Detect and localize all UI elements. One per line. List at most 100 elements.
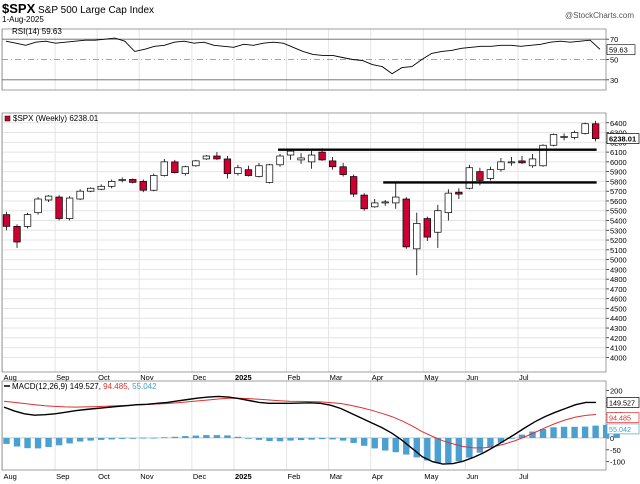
macd-histogram-bar bbox=[3, 437, 10, 444]
macd-x-label: Sep bbox=[56, 472, 69, 481]
candle-body bbox=[108, 181, 116, 187]
candle-body bbox=[465, 167, 474, 189]
price-label: $SPX (Weekly) 6238.01 bbox=[13, 114, 99, 123]
macd-label-signal: 94.485, bbox=[103, 382, 132, 391]
macd-histogram-bar bbox=[508, 437, 515, 439]
macd-histogram-bar bbox=[34, 437, 42, 449]
candle-body bbox=[286, 150, 295, 156]
macd-histogram-bar bbox=[424, 437, 431, 461]
macd-tick-label: 0 bbox=[610, 434, 614, 443]
candle-body bbox=[318, 151, 326, 161]
candle-body bbox=[591, 123, 600, 139]
price-x-label: Aug bbox=[4, 373, 17, 382]
rsi-tick-label: 30 bbox=[610, 76, 618, 85]
price-tick-label: 4900 bbox=[610, 265, 627, 274]
macd-x-label: Dec bbox=[193, 472, 207, 481]
price-x-label: Apr bbox=[372, 373, 384, 382]
candle-body bbox=[244, 169, 253, 176]
price-tick-label: 5100 bbox=[610, 246, 627, 255]
candle-body bbox=[497, 161, 505, 171]
macd-tick-label: -50 bbox=[610, 446, 621, 455]
candle-body bbox=[328, 160, 337, 168]
price-x-label: Nov bbox=[140, 373, 154, 382]
candle-body bbox=[339, 166, 347, 175]
macd-panel-bg bbox=[2, 381, 606, 470]
candle-body bbox=[160, 161, 168, 176]
macd-histogram-bar bbox=[550, 427, 557, 438]
macd-histogram-bar bbox=[171, 436, 179, 438]
price-legend-swatch bbox=[4, 115, 11, 122]
macd-histogram-bar bbox=[382, 437, 389, 451]
macd-value-tag-box bbox=[606, 397, 640, 408]
macd-histogram-bar bbox=[339, 437, 347, 441]
macd-histogram-bar bbox=[287, 437, 294, 441]
candle-body bbox=[350, 176, 358, 195]
macd-histogram-bar bbox=[360, 437, 368, 446]
candle-body bbox=[360, 194, 368, 210]
macd-histogram-bar bbox=[13, 437, 21, 447]
candle-body bbox=[255, 165, 263, 177]
price-tick-label: 6100 bbox=[610, 148, 627, 157]
candle-body bbox=[455, 191, 463, 195]
candle-body bbox=[265, 164, 274, 183]
macd-histogram-bar bbox=[497, 437, 505, 443]
price-x-label: Jul bbox=[519, 373, 529, 382]
candle-body bbox=[570, 132, 579, 138]
price-x-label: Sep bbox=[56, 373, 69, 382]
macd-histogram-bar bbox=[150, 437, 157, 439]
candle-body bbox=[423, 218, 431, 238]
macd-histogram-bar bbox=[518, 434, 526, 438]
macd-histogram-bar bbox=[560, 426, 568, 438]
candle-body bbox=[213, 155, 221, 160]
macd-histogram-bar bbox=[350, 437, 357, 443]
macd-histogram-bar bbox=[224, 435, 231, 438]
rsi-tick-label: 70 bbox=[610, 35, 618, 44]
price-tick-label: 4500 bbox=[610, 304, 627, 313]
candle-body bbox=[434, 210, 442, 233]
price-tick-label: 5700 bbox=[610, 187, 627, 196]
macd-histogram-bar bbox=[571, 426, 578, 438]
macd-label: MACD(12,26,9) 149.527, 94.485, 55.042 bbox=[12, 382, 157, 391]
macd-x-label: Feb bbox=[288, 472, 301, 481]
candle-body bbox=[381, 201, 389, 204]
macd-histogram-bar bbox=[182, 436, 189, 438]
candle-body bbox=[192, 160, 200, 167]
macd-tick-label: 200 bbox=[610, 386, 623, 395]
price-tick-label: 5000 bbox=[610, 256, 627, 265]
macd-label-histogram: 55.042 bbox=[132, 382, 157, 391]
macd-histogram-bar bbox=[266, 437, 273, 442]
macd-x-label: Apr bbox=[372, 472, 384, 481]
macd-histogram-bar bbox=[255, 437, 263, 440]
candle-body bbox=[307, 154, 316, 163]
rsi-line bbox=[5, 37, 601, 75]
macd-histogram-bar bbox=[487, 437, 494, 448]
macd-histogram-bar bbox=[76, 437, 84, 442]
price-tick-label: 6000 bbox=[610, 158, 627, 167]
price-x-label: Jun bbox=[466, 373, 478, 382]
price-tick-label: 5200 bbox=[610, 236, 627, 245]
candle-body bbox=[118, 179, 126, 181]
price-tick-label: 5900 bbox=[610, 168, 627, 177]
rsi-value-tag: 59.63 bbox=[609, 46, 628, 55]
macd-histogram-bar bbox=[213, 435, 221, 438]
macd-x-label: Nov bbox=[140, 472, 154, 481]
price-x-label: May bbox=[424, 373, 438, 382]
macd-value-tag: 94.485 bbox=[609, 414, 631, 423]
macd-x-label: Aug bbox=[4, 472, 17, 481]
macd-signal-line bbox=[3, 397, 597, 449]
index-name: S&P 500 Large Cap Index bbox=[38, 5, 155, 16]
price-value-tag-box bbox=[606, 133, 640, 144]
candle-body bbox=[223, 158, 232, 174]
macd-histogram-bar bbox=[55, 437, 63, 446]
price-tick-label: 4800 bbox=[610, 275, 627, 284]
price-tick-label: 5500 bbox=[610, 207, 627, 216]
macd-histogram-bar bbox=[392, 437, 399, 453]
price-x-label: Dec bbox=[193, 373, 207, 382]
price-tick-label: 4600 bbox=[610, 295, 627, 304]
price-tick-label: 4300 bbox=[610, 324, 627, 333]
macd-histogram-bar bbox=[297, 437, 305, 441]
candle-body bbox=[444, 192, 452, 214]
candle-body bbox=[55, 196, 63, 219]
macd-value-tag-box bbox=[606, 423, 640, 435]
macd-histogram-bar bbox=[45, 437, 52, 447]
